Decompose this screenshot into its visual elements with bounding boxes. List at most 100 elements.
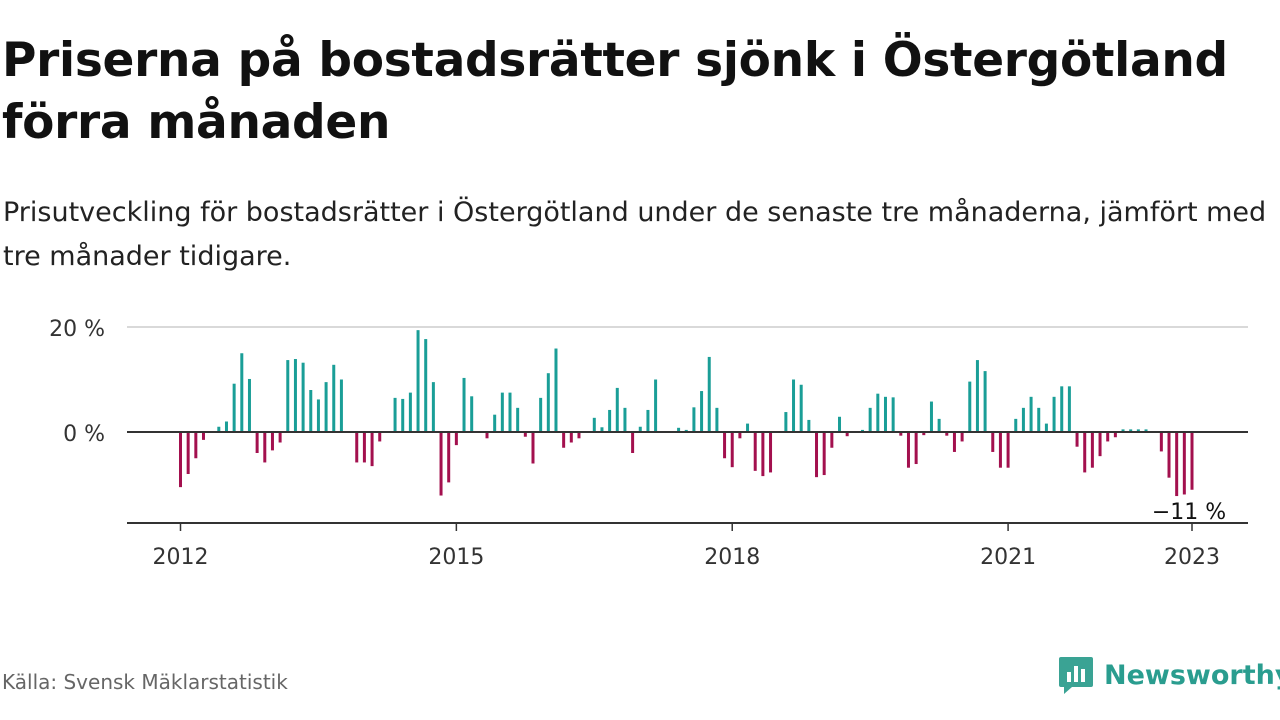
bar	[523, 432, 527, 437]
bar	[1075, 432, 1079, 447]
bar	[1037, 407, 1041, 432]
bar	[838, 416, 842, 432]
bar	[822, 432, 826, 476]
bar	[830, 432, 834, 448]
bar	[516, 407, 520, 432]
bar	[876, 393, 880, 432]
bar	[309, 390, 313, 432]
bar	[439, 432, 443, 496]
bar-chart: 0 % 20 % 2012 2015 2018 2021 2023 −11 %	[49, 317, 1248, 570]
bar	[217, 426, 221, 432]
bar	[761, 432, 765, 477]
bar	[1167, 432, 1171, 478]
bar	[286, 360, 290, 432]
bar	[263, 432, 267, 463]
bar	[730, 432, 734, 468]
bar	[1106, 432, 1110, 442]
chart-title: Priserna på bostadsrätter sjönk i Österg…	[2, 33, 1228, 150]
bar	[707, 356, 711, 432]
bar	[922, 432, 926, 436]
bar	[316, 399, 320, 432]
x-tick-label: 2021	[980, 545, 1036, 570]
bar	[1090, 432, 1094, 468]
bar	[615, 387, 619, 432]
bar	[562, 432, 566, 448]
bar	[447, 432, 451, 483]
bar	[1144, 429, 1148, 432]
bar	[577, 432, 581, 439]
bar	[186, 432, 190, 474]
bar	[247, 378, 251, 432]
bar	[1044, 423, 1048, 432]
y-tick-label: 0 %	[63, 422, 105, 447]
bar	[799, 384, 803, 432]
x-tick-label: 2023	[1164, 545, 1220, 570]
y-tick-label: 20 %	[49, 317, 105, 342]
bar	[983, 371, 987, 432]
bar	[677, 427, 681, 432]
bar	[224, 421, 228, 432]
bar	[623, 407, 627, 432]
bar	[1113, 432, 1117, 438]
source-note: Källa: Svensk Mäklarstatistik	[2, 670, 288, 694]
bar	[378, 432, 382, 442]
bar	[500, 392, 504, 432]
bar	[1175, 432, 1179, 497]
bar	[883, 396, 887, 432]
bar	[1060, 386, 1064, 432]
bar	[240, 353, 244, 432]
bar	[592, 417, 596, 432]
bar	[1136, 429, 1140, 432]
bar	[179, 432, 182, 488]
bar	[1021, 407, 1025, 432]
bar	[232, 383, 236, 432]
bar	[738, 432, 742, 439]
bar	[462, 377, 466, 432]
bar	[646, 409, 650, 432]
bar	[998, 432, 1002, 468]
bar	[493, 414, 497, 432]
bar	[431, 382, 435, 432]
bar	[401, 398, 405, 432]
x-tick-label: 2015	[428, 545, 484, 570]
bar	[1159, 432, 1163, 452]
bar	[868, 407, 872, 432]
bar	[807, 419, 811, 432]
bar	[362, 432, 366, 463]
bar	[631, 432, 635, 453]
bar	[339, 379, 343, 432]
bar	[1067, 386, 1071, 432]
x-tick-label: 2018	[704, 545, 760, 570]
bar	[1098, 432, 1102, 457]
bar	[393, 397, 397, 432]
bar	[1083, 432, 1087, 473]
bar	[608, 409, 612, 432]
bar	[508, 392, 512, 432]
bar	[891, 397, 895, 432]
bar	[1129, 429, 1133, 432]
bar	[569, 432, 573, 443]
bar	[968, 381, 972, 432]
bar	[654, 379, 658, 432]
bar	[784, 412, 788, 432]
bar	[692, 407, 696, 432]
bar	[278, 432, 282, 443]
bar	[539, 397, 543, 432]
bar	[991, 432, 995, 452]
bar-chart-logo-icon	[1059, 657, 1093, 694]
bar	[975, 360, 979, 432]
bar	[1014, 418, 1018, 432]
bar	[546, 373, 550, 432]
bar	[1190, 432, 1194, 490]
bar	[201, 432, 205, 440]
bar	[554, 348, 558, 432]
bar	[1121, 429, 1125, 432]
bar	[424, 339, 428, 432]
data-label: −11 %	[1152, 500, 1226, 525]
bar	[1052, 396, 1056, 432]
brand-name: Newsworthy	[1104, 659, 1280, 691]
newsworthy-logo[interactable]: Newsworthy	[1058, 653, 1280, 697]
bar	[638, 426, 642, 432]
bar	[860, 429, 864, 432]
bar	[370, 432, 374, 467]
